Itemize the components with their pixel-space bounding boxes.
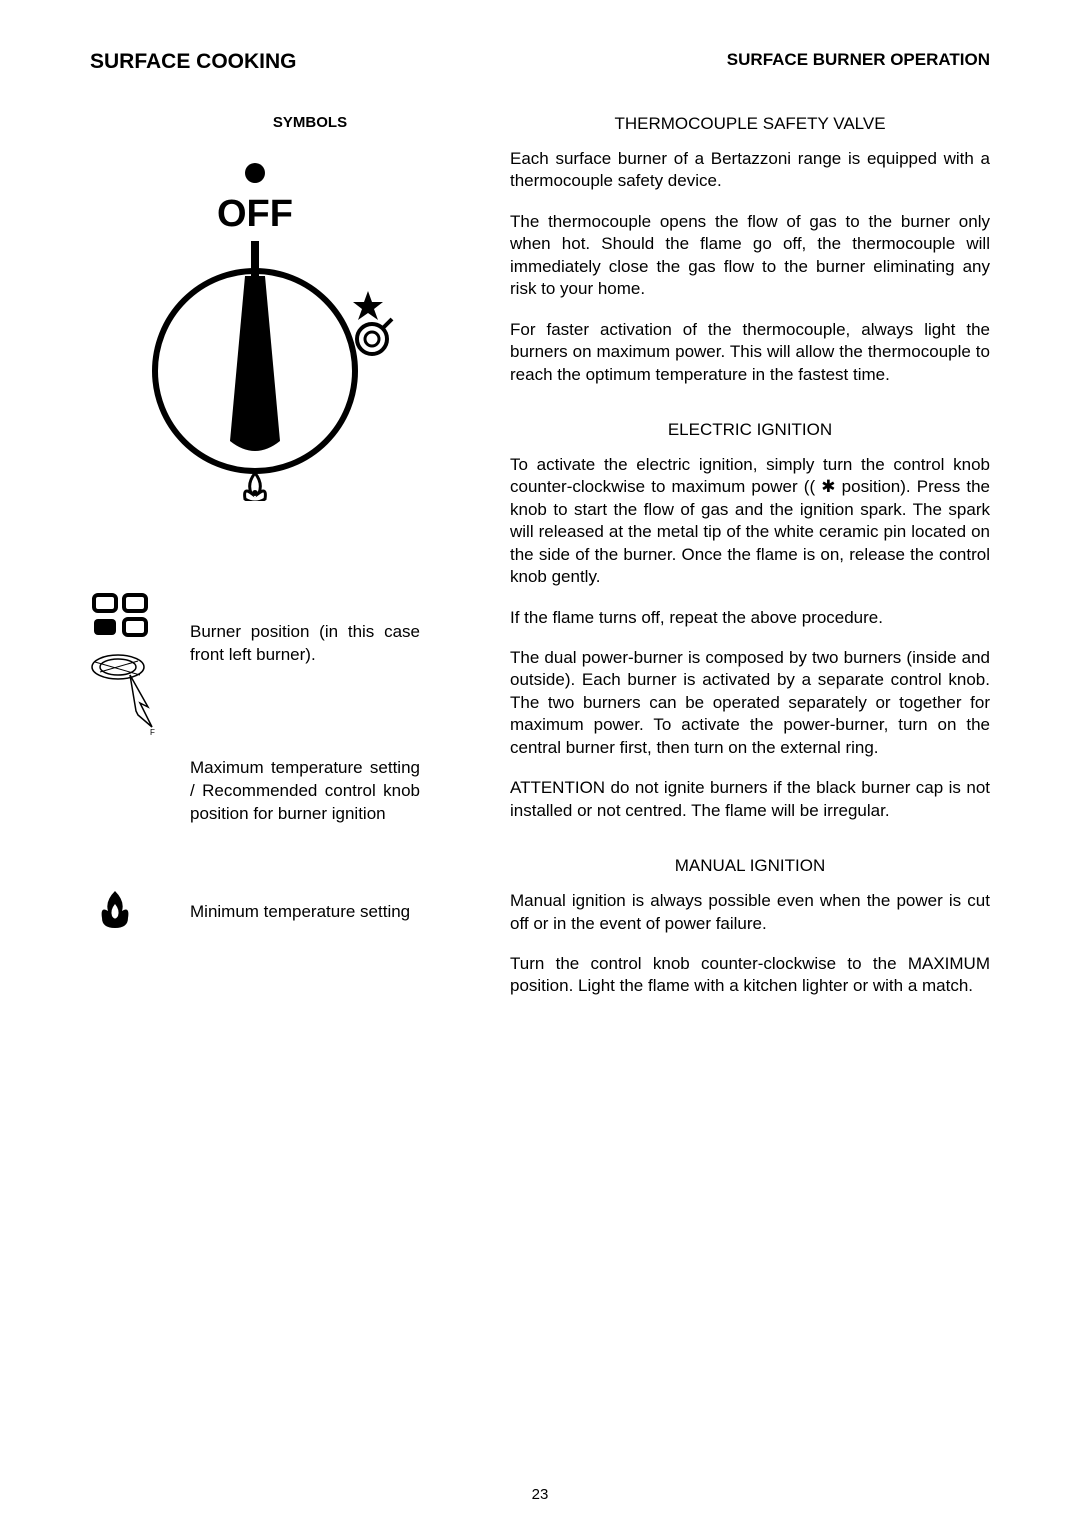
paragraph: ATTENTION do not ignite burners if the b… (510, 777, 990, 822)
page-headers: SURFACE COOKING SURFACE BURNER OPERATION (90, 50, 990, 74)
svg-text:OFF: OFF (217, 193, 293, 235)
max-temp-icon: F (90, 647, 160, 742)
paragraph: Manual ignition is always possible even … (510, 890, 990, 935)
section-title: ELECTRIC IGNITION (510, 420, 990, 440)
header-left: SURFACE COOKING (90, 50, 297, 74)
right-column: THERMOCOUPLE SAFETY VALVE Each surface b… (510, 114, 990, 1016)
paragraph: If the flame turns off, repeat the above… (510, 607, 990, 629)
section-title: THERMOCOUPLE SAFETY VALVE (510, 114, 990, 134)
symbols-heading: SYMBOLS (150, 114, 470, 131)
paragraph: To activate the electric ignition, simpl… (510, 454, 990, 589)
symbol-row-min-temp: Minimum temperature setting (90, 886, 470, 941)
section-title: MANUAL IGNITION (510, 856, 990, 876)
knob-diagram-icon: OFF (150, 161, 410, 501)
paragraph: For faster activation of the thermocoupl… (510, 319, 990, 386)
paragraph: Each surface burner of a Bertazzoni rang… (510, 148, 990, 193)
paragraph: The dual power-burner is composed by two… (510, 647, 990, 759)
paragraph: Turn the control knob counter-clockwise … (510, 953, 990, 998)
min-temp-icon (90, 886, 160, 941)
page-number: 23 (0, 1486, 1080, 1503)
symbol-text: Burner position (in this case front left… (190, 591, 420, 667)
symbol-text: Minimum temperature setting (190, 886, 420, 924)
symbol-row-max-temp: F Maximum temperature setting / Recommen… (90, 727, 470, 826)
header-right: SURFACE BURNER OPERATION (727, 50, 990, 74)
symbol-text: Maximum temperature setting / Recommende… (190, 727, 420, 826)
content-columns: SYMBOLS OFF (90, 114, 990, 1016)
svg-text:F: F (150, 728, 155, 737)
paragraph: The thermocouple opens the flow of gas t… (510, 211, 990, 301)
left-column: SYMBOLS OFF (90, 114, 470, 1016)
burner-position-icon (90, 591, 160, 646)
